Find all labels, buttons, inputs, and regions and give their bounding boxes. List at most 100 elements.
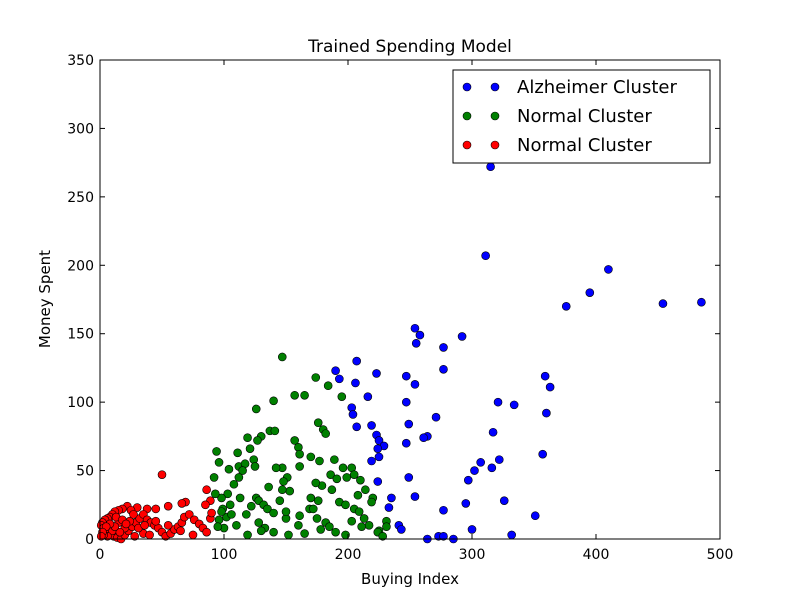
series-1-point-90 [284,530,293,540]
series-1-point-31 [338,463,348,473]
series-1-point-109 [306,493,316,503]
series-1-point-64 [341,500,350,510]
series-0-point-14 [372,369,381,378]
series-2-point-53 [176,526,185,536]
series-1-point-84 [242,510,251,519]
series-1-point-110 [313,496,323,505]
series-1-point-73 [229,479,239,489]
series-1-point-19 [250,462,260,471]
series-0-point-26 [542,408,551,418]
series-1-point-94 [331,527,340,537]
legend-label-0: Alzheimer Cluster [517,77,677,98]
series-2-point-5 [201,500,210,510]
series-0-point-4 [561,302,571,311]
y-tick-label-5: 250 [67,190,94,206]
series-0-point-37 [419,433,428,443]
series-1-point-108 [294,521,303,530]
series-1-point-32 [326,470,335,479]
series-0-point-6 [697,297,706,307]
series-0-point-8 [415,330,425,340]
series-1-point-22 [224,464,234,474]
series-1-point-50 [264,482,273,492]
series-1-point-100 [378,531,388,541]
series-0-point-31 [352,422,361,432]
series-1-point-98 [367,497,376,507]
series-1-point-21 [214,458,224,467]
series-1-point-85 [246,501,256,511]
series-1-point-77 [211,489,220,499]
series-0-point-46 [487,463,497,473]
series-1-point-49 [277,485,287,495]
series-2-point-70 [115,527,125,537]
series-0-point-16 [335,374,344,384]
series-0-point-47 [470,466,479,475]
series-1-point-17 [245,444,255,453]
series-0-point-41 [374,452,384,462]
series-0-point-20 [363,392,373,401]
series-0-point-19 [410,380,420,389]
series-1-point-37 [361,485,370,495]
y-tick-label-1: 50 [76,464,94,480]
series-1-point-97 [357,522,366,531]
series-1-point-10 [321,429,330,438]
legend-label-2: Normal Cluster [517,135,652,156]
series-0-point-3 [585,288,595,297]
series-1-point-40 [332,474,342,484]
series-1-point-86 [235,493,245,503]
series-0-point-2 [604,265,613,274]
series-1-point-43 [295,462,304,471]
series-1-point-29 [315,456,324,466]
series-0-point-11 [457,332,467,341]
series-1-point-58 [295,511,304,521]
series-0-point-5 [658,299,668,308]
series-1-point-8 [313,418,323,427]
y-tick-label-0: 0 [85,532,94,548]
series-0-point-40 [373,444,383,453]
legend-marker-1-b [490,111,500,121]
legend-label-1: Normal Cluster [517,106,652,127]
y-axis-label: Money Spent [36,250,54,348]
series-2-point-0 [157,470,167,479]
series-1-point-48 [285,486,295,496]
series-1-point-7 [251,404,261,414]
series-2-point-52 [188,530,198,540]
series-1-point-87 [254,518,264,527]
series-1-point-76 [209,473,219,482]
series-0-point-38 [401,438,411,448]
series-2-point-45 [184,510,194,519]
chart-title: Trained Spending Model [307,37,512,57]
series-1-point-6 [269,396,278,406]
series-1-point-91 [300,529,309,538]
y-tick-label-4: 200 [67,258,94,274]
series-0-point-13 [439,364,448,374]
ticks-layer: 0 100 200 300 400 500 0 50 100 150 200 250 300 350 [67,53,733,563]
series-1-point-12 [270,426,280,436]
series-1-point-36 [356,475,365,485]
series-1-point-104 [227,510,236,519]
y-tick-label-6: 300 [67,121,94,137]
series-0-point-53 [499,496,509,505]
x-axis-label: Buying Index [361,570,459,588]
series-2-point-7 [151,504,161,514]
series-1-point-68 [364,521,374,530]
series-1-point-67 [359,514,369,523]
series-1-point-74 [223,489,233,499]
x-tick-label-4: 400 [583,547,610,563]
series-0-point-22 [540,371,550,381]
series-2-point-49 [202,527,211,537]
series-1-point-46 [271,463,281,473]
legend-marker-1-a [462,111,472,121]
series-1-point-60 [308,504,318,514]
series-1-point-78 [225,500,235,510]
series-1-point-1 [311,373,321,382]
series-1-point-35 [349,470,359,479]
legend-entries: Alzheimer Cluster Normal Cluster Normal Cl… [462,77,677,156]
series-2-point-69 [145,530,154,540]
series-2-point-55 [151,516,161,526]
series-1-point-20 [212,447,221,456]
series-1-point-0 [277,352,287,362]
series-2-point-71 [121,519,131,529]
x-tick-label-5: 500 [707,547,734,563]
series-1-point-25 [290,436,299,445]
